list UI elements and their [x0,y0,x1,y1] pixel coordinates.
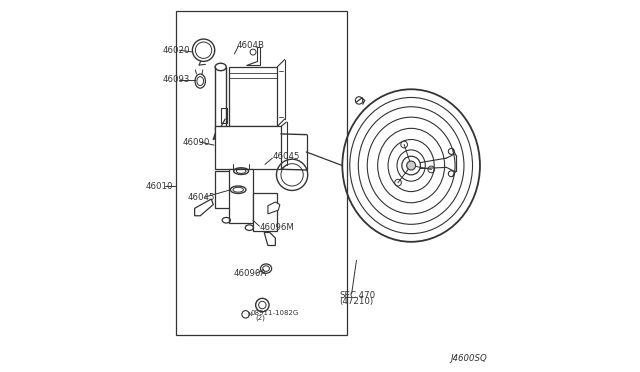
Text: (2): (2) [255,314,265,321]
Text: 46020: 46020 [163,46,190,55]
Text: (47210): (47210) [340,297,374,306]
Bar [215,126,281,169]
Polygon shape [264,232,275,246]
Circle shape [406,161,415,170]
Bar [229,67,277,126]
Text: J4600SQ: J4600SQ [451,355,488,363]
Bar [229,169,253,223]
Text: 08911-1082G: 08911-1082G [251,310,299,316]
Text: N: N [248,312,252,317]
Text: 46045: 46045 [273,153,300,161]
Text: 46010: 46010 [145,182,173,190]
Text: 46093: 46093 [163,76,190,84]
Bar [215,171,239,208]
Polygon shape [268,202,280,214]
Text: 46096M: 46096M [260,223,294,232]
Text: 46090: 46090 [182,138,210,147]
Polygon shape [246,46,260,65]
Bar [253,193,277,231]
Text: 46045: 46045 [187,193,214,202]
Polygon shape [195,199,213,216]
Text: SEC.470: SEC.470 [340,291,376,300]
Text: 46090A: 46090A [234,269,267,278]
Text: 4604B: 4604B [236,41,264,50]
Bar [175,11,347,335]
